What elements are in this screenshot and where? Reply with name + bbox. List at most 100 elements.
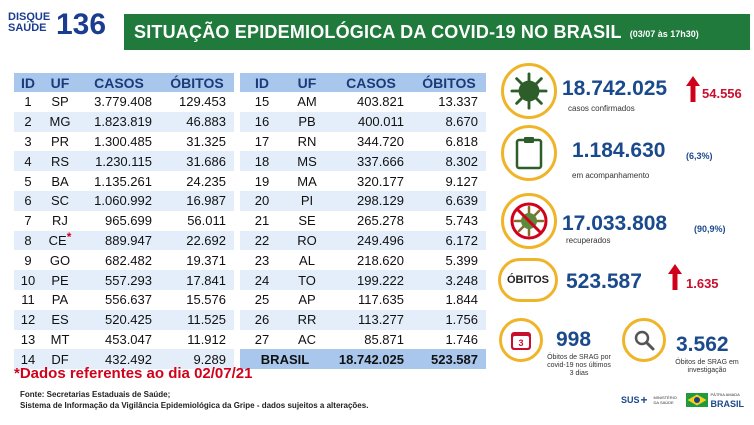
cell-casos: 557.293 (78, 270, 160, 290)
cell-uf: AL (299, 252, 315, 268)
cell-casos: 199.222 (330, 270, 412, 290)
cell-casos: 400.011 (330, 111, 412, 132)
srag-deaths-value: 998 (556, 328, 592, 351)
srag-deaths-label-line: 3 dias (569, 370, 589, 377)
cell-casos: 85.871 (364, 331, 404, 347)
arrow-up-icon (668, 264, 682, 290)
cell-casos: 432.492 (78, 349, 160, 370)
cell-obitos: 24.235 (186, 173, 226, 189)
deaths-delta: 1.635 (686, 276, 719, 291)
cell-uf: SP (51, 94, 69, 110)
cell-casos: 682.482 (105, 252, 152, 268)
report-date: (03/07 às 17h30) (629, 29, 699, 39)
states-table-right: ID UF CASOS ÓBITOS 15 AM 403.821 13.337 16 PB… (240, 73, 486, 370)
recovered-label: recuperados (566, 236, 611, 245)
cell-casos: 113.277 (330, 309, 412, 330)
table-row: 17 RN 344.720 6.818 (240, 132, 486, 152)
total-label: BRASIL (240, 349, 330, 370)
table-row: 1 SP 3.779.408 129.453 (14, 92, 234, 112)
cell-id: 19 (254, 173, 270, 189)
cell-obitos: 13.337 (438, 94, 478, 110)
table-row: 6 SC 1.060.992 16.987 (14, 190, 234, 211)
table-row: 5 BA 1.135.261 24.235 (14, 171, 234, 191)
calendar-icon: 3 (511, 332, 531, 350)
recovered-percent: (90,9%) (694, 224, 726, 234)
logo-text: DISQUE SAÚDE (8, 12, 50, 34)
title-bar: SITUAÇÃO EPIDEMIOLÓGICA DA COVID-19 NO B… (124, 14, 750, 50)
confirmed-cases-value: 18.742.025 (562, 77, 668, 100)
sus-logo: SUS + (621, 393, 648, 407)
cell-casos: 298.129 (330, 190, 412, 211)
cell-id: 14 (14, 349, 42, 370)
col-header-obitos: ÓBITOS (412, 73, 486, 92)
cell-id: 5 (24, 173, 32, 189)
confirmed-cases-delta: 54.556 (702, 86, 742, 101)
cell-id: 17 (254, 133, 270, 149)
table-row: 11 PA 556.637 15.576 (14, 290, 234, 310)
table-header-row: ID UF CASOS ÓBITOS (240, 73, 486, 92)
cell-id: 25 (254, 292, 270, 308)
cell-obitos: 11.912 (187, 331, 226, 347)
cell-casos: 889.947 (78, 230, 160, 251)
cell-obitos: 1.844 (445, 292, 478, 308)
cell-obitos: 31.686 (160, 151, 234, 172)
cell-id: 10 (14, 270, 42, 290)
srag-deaths-label: Óbitos de SRAG por covid-19 nos últimos … (540, 354, 618, 378)
cell-obitos: 9.127 (445, 173, 478, 189)
table-row: 16 PB 400.011 8.670 (240, 111, 486, 132)
cell-obitos: 19.371 (186, 252, 226, 268)
col-header-id: ID (14, 73, 42, 92)
table-row: 9 GO 682.482 19.371 (14, 250, 234, 270)
cell-casos: 556.637 (105, 292, 152, 308)
logo-word-top: DISQUE (8, 11, 51, 23)
cell-obitos: 11.525 (160, 309, 234, 330)
cell-casos: 265.278 (357, 213, 404, 229)
monitoring-percent: (6,3%) (686, 151, 713, 161)
investigation-circle (622, 318, 666, 362)
cell-id: 9 (24, 252, 32, 268)
cell-id: 2 (14, 111, 42, 132)
table-row: 12 ES 520.425 11.525 (14, 309, 234, 330)
table-row: 24 TO 199.222 3.248 (240, 270, 486, 290)
cell-id: 20 (240, 190, 284, 211)
table-row: 22 RO 249.496 6.172 (240, 230, 486, 251)
clipboard-icon (515, 137, 543, 170)
cell-obitos: 46.883 (160, 111, 234, 132)
table-row: 20 PI 298.129 6.639 (240, 190, 486, 211)
patria-amada-label: PÁTRIA AMADA (710, 392, 740, 397)
table-row: 21 SE 265.278 5.743 (240, 211, 486, 231)
cell-obitos: 129.453 (179, 94, 226, 110)
cell-id: 23 (254, 252, 270, 268)
cell-id: 7 (24, 213, 32, 229)
cell-obitos: 1.746 (445, 331, 478, 347)
states-table-left: ID UF CASOS ÓBITOS 1 SP 3.779.408 129.453 2 M… (14, 73, 234, 370)
srag-deaths-label-line: covid-19 nos últimos (547, 362, 611, 369)
cell-casos: 1.300.485 (94, 133, 152, 149)
source-line: Fonte: Secretarias Estaduais de Saúde; (20, 390, 171, 399)
srag-deaths-label-line: Óbitos de SRAG por (547, 354, 611, 361)
cell-id: 6 (14, 190, 42, 211)
cell-casos: 337.666 (330, 151, 412, 172)
calendar-day-text: 3 (518, 338, 523, 348)
cell-casos: 1.060.992 (78, 190, 160, 211)
cell-uf: AP (298, 292, 316, 308)
cell-id: 13 (20, 331, 36, 347)
col-header-casos: CASOS (78, 73, 160, 92)
total-row: BRASIL 18.742.025 523.587 (240, 349, 486, 370)
recovered-circle (501, 193, 557, 249)
cell-obitos: 6.172 (412, 230, 486, 251)
cell-uf: RR (284, 309, 330, 330)
cell-id: 16 (240, 111, 284, 132)
table-row: 8 CE* 889.947 22.692 (14, 230, 234, 251)
magnifier-icon (634, 330, 655, 351)
cell-id: 12 (14, 309, 42, 330)
col-header-id: ID (240, 73, 284, 92)
cell-id: 24 (240, 270, 284, 290)
cell-obitos: 31.325 (186, 133, 226, 149)
cell-uf: MS (284, 151, 330, 172)
table-header-row: ID UF CASOS ÓBITOS (14, 73, 234, 92)
cell-obitos: 5.399 (445, 252, 478, 268)
cell-obitos: 22.692 (160, 230, 234, 251)
cell-casos: 320.177 (357, 173, 404, 189)
cell-uf: PR (50, 133, 70, 149)
